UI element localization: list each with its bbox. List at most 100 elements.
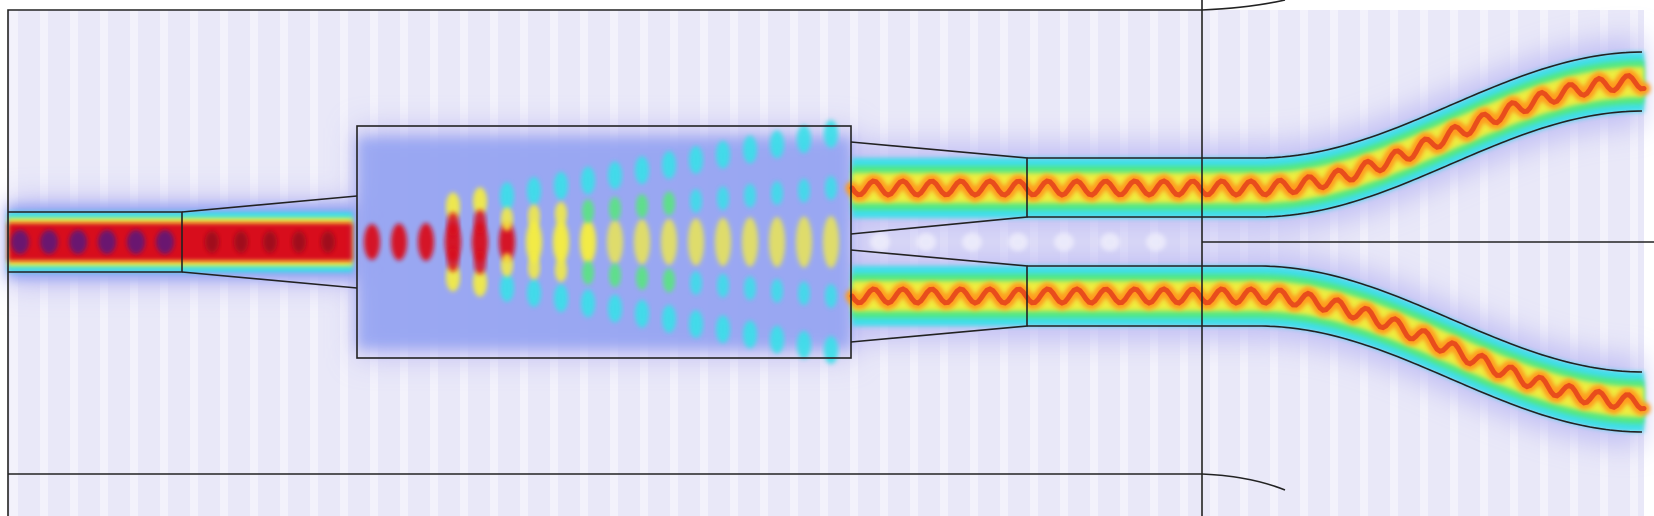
gap-field-bubble: [1054, 233, 1074, 251]
lower-arm-field-red-core: [849, 286, 1647, 412]
mmi-field-lower-fringe: [689, 310, 703, 339]
mmi-field-upper-fringe: [635, 156, 649, 185]
mmi-field-upper-mid-fringe: [609, 196, 621, 221]
mmi-field-center-fringe: [796, 216, 812, 268]
mmi-field-upper-fringe: [797, 125, 811, 154]
mmi-field-lower-fringe: [554, 284, 568, 313]
mmi-field-lower-mid-fringe: [717, 273, 729, 298]
input-taper-bottom: [181, 271, 358, 289]
top-corner-curve: [1201, 0, 1286, 11]
lower-arm-field-green: [852, 274, 1644, 424]
mmi-field-lower-mid-fringe: [447, 247, 459, 272]
output-taper-upper: [850, 141, 1028, 235]
mmi-field-upper-mid-fringe: [582, 199, 594, 224]
mmi-field: [358, 120, 850, 364]
output-taper-lower: [850, 249, 1028, 343]
taper-field-core-dot: [234, 231, 248, 253]
s-bend-lower-bottom: [1202, 325, 1643, 433]
mmi-field-center-fringe: [607, 219, 623, 265]
mmi-field-lower-mid-fringe: [555, 258, 567, 283]
input-field: [8, 206, 358, 278]
mmi-field-upper-mid-fringe: [798, 178, 810, 203]
mmi-field-lower-fringe: [743, 320, 757, 349]
input-field-core-dot: [156, 230, 174, 254]
mmi-field-upper-fringe: [743, 135, 757, 164]
mmi-field-lower-mid-fringe: [582, 260, 594, 285]
mmi-field-lower-mid-fringe: [690, 271, 702, 296]
mmi-field-center-fringe: [499, 221, 515, 263]
input-waveguide: [8, 211, 183, 273]
mmi-field-upper-mid-fringe: [636, 194, 648, 219]
mmi-field-lower-mid-fringe: [474, 250, 486, 275]
taper-field-core-dot: [263, 231, 277, 253]
mmi-field-center-fringe: [553, 220, 569, 264]
lower-arm-field: [845, 266, 1651, 432]
outline-layer: [7, 0, 1654, 516]
input-field-core-dot: [40, 230, 58, 254]
mmi-field-center-fringe: [823, 216, 839, 268]
mmi-field-lower-fringe: [527, 279, 541, 308]
input-field-core-dot: [69, 230, 87, 254]
taper-field-core-dot: [321, 231, 335, 253]
mmi-field-center-fringe: [634, 219, 650, 265]
upper-arm-field-red-core: [849, 72, 1647, 198]
simulation-boundary: [7, 9, 1202, 516]
mmi-field-center-fringe: [769, 216, 785, 268]
mmi-field-center-fringe: [418, 223, 434, 261]
mmi-field-lower-mid-fringe: [609, 263, 621, 288]
mmi-field-lower-mid-fringe: [744, 276, 756, 301]
mmi-field-lower-mid-fringe: [825, 284, 837, 308]
mmi-field-lower-fringe: [473, 268, 487, 297]
mmi-field-upper-fringe: [824, 120, 838, 148]
mmi-field-upper-fringe: [527, 176, 541, 205]
mmi-field-lower-fringe: [824, 336, 838, 364]
mmi-field-lower-fringe: [662, 304, 676, 333]
gap-field-bubble: [1008, 233, 1028, 251]
mmi-field-center-fringe: [472, 222, 488, 262]
s-bend-lower-top: [1202, 265, 1643, 373]
input-taper-top: [181, 195, 358, 213]
mmi-field-upper-mid-fringe: [744, 183, 756, 208]
input-field-core-dot: [127, 230, 145, 254]
mmi-field-lower-mid-fringe: [528, 255, 540, 280]
mmi-field-center-fringe: [580, 220, 596, 264]
upper-arm-field: [845, 52, 1651, 218]
mmi-section: [356, 125, 852, 359]
gap-field-bubble: [1146, 233, 1166, 251]
mmi-field-lower-fringe: [797, 330, 811, 359]
mmi-field-upper-fringe: [554, 171, 568, 200]
mmi-field-lower-fringe: [635, 299, 649, 328]
input-field-core-dot: [98, 230, 116, 254]
gap-field-bubble: [1100, 233, 1120, 251]
mmi-field-upper-fringe: [662, 151, 676, 180]
mmi-field-upper-mid-fringe: [501, 207, 513, 232]
mmi-field-center-fringe: [661, 218, 677, 266]
mmi-field-center-fringe: [742, 217, 758, 267]
mmi-field-center-fringe: [526, 221, 542, 263]
input-field-core-dot: [11, 230, 29, 254]
mmi-field-lower-fringe: [770, 325, 784, 354]
gap-field-bubble: [962, 233, 982, 251]
mmi-field-lower-mid-fringe: [636, 265, 648, 290]
mmi-field-center-fringe: [364, 224, 380, 260]
mmi-field-lower-mid-fringe: [501, 252, 513, 277]
mmi-field-lower-fringe: [608, 294, 622, 323]
mmi-field-upper-mid-fringe: [717, 186, 729, 211]
mmi-field-upper-fringe: [473, 187, 487, 216]
mmi-field-lower-fringe: [581, 289, 595, 318]
gap-field-bubble: [916, 233, 936, 251]
mmi-field-upper-mid-fringe: [771, 181, 783, 206]
mmi-field-center-fringe: [391, 223, 407, 261]
mmi-field-upper-mid-fringe: [528, 204, 540, 229]
mmi-field-upper-fringe: [770, 130, 784, 159]
mmi-field-upper-fringe: [689, 145, 703, 174]
mmi-field-upper-mid-fringe: [447, 212, 459, 237]
mmi-field-lower-fringe: [716, 315, 730, 344]
s-bend-upper-bottom: [1202, 110, 1643, 218]
mmi-field-lower-mid-fringe: [771, 278, 783, 303]
mmi-field-upper-mid-fringe: [690, 188, 702, 213]
mmi-field-lower-mid-fringe: [798, 281, 810, 306]
bottom-corner-curve: [1201, 473, 1286, 491]
